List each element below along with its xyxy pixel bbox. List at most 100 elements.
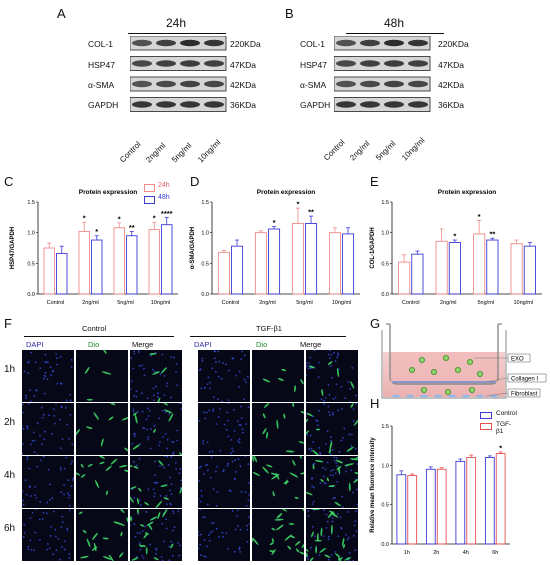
micrograph-tile	[306, 350, 358, 402]
legend-label-control: Control	[496, 410, 517, 417]
x-tick-label: 2ng/ml	[82, 300, 99, 306]
blot-a-time: 24h	[166, 16, 187, 30]
blot-a-kda: 47KDa	[230, 60, 256, 70]
y-tick-label: 1.0	[27, 231, 35, 237]
bar	[398, 261, 411, 295]
bar	[56, 253, 68, 295]
significance-mark: *	[273, 218, 276, 227]
panel-letter-a: A	[57, 6, 66, 21]
y-tick-label: 0.0	[27, 292, 35, 298]
micrograph-tile	[76, 403, 128, 455]
blot-band	[204, 60, 224, 67]
microscopy-panel: Control TGF-β1 DAPI Dio Merge DAPI Dio M…	[0, 320, 370, 565]
blot-band	[360, 80, 380, 88]
fibroblast-layer	[392, 394, 498, 398]
blot-band	[180, 101, 200, 108]
bar	[217, 251, 230, 295]
chart-a-sma: Protein expression 0.0 0.5 1.0 1.5 α-SMA/GAPD…	[190, 189, 360, 306]
blot-b-time-line	[346, 33, 444, 34]
exo-dots	[409, 355, 484, 396]
bar	[126, 235, 138, 295]
blot-a-row-label: GAPDH	[88, 100, 119, 110]
blot-a-bands	[130, 36, 227, 112]
micrograph-tile	[198, 350, 250, 402]
col-dapi: DAPI	[26, 340, 44, 349]
y-tick-label: 1.5	[381, 200, 389, 206]
blot-b-lane-label: 5ng/ml	[374, 139, 398, 163]
blot-b-lane-label: 10ng/ml	[400, 135, 427, 163]
blot-band	[180, 80, 200, 88]
micrograph-tile	[22, 456, 74, 508]
bar	[305, 223, 318, 295]
chart-col1: Protein expression 0.0 0.5 1.0 1.5 COL-1/GAPD…	[370, 189, 542, 306]
significance-mark: *	[478, 212, 481, 221]
x-tick-label: Control	[222, 300, 240, 306]
bar	[523, 245, 536, 295]
tgf-header: TGF-β1	[256, 324, 282, 333]
y-tick-label: 0.5	[27, 261, 35, 267]
blot-b-row-label: GAPDH	[300, 100, 331, 110]
bar	[231, 245, 244, 295]
y-axis-label: α-SMA/GAPDH	[190, 227, 196, 269]
bar	[425, 468, 436, 545]
chart-title: Protein expression	[257, 189, 316, 196]
blot-band	[384, 39, 404, 47]
blot-a-time-line	[128, 33, 226, 34]
blot-b: 48h COL-1 HSP47 α-SMA GAPDH 220KDa 47KDa…	[298, 16, 498, 166]
blot-a-row-label: α-SMA	[88, 80, 115, 90]
legend-swatch-tgf	[480, 423, 492, 430]
panel-letter-f: F	[4, 316, 12, 331]
legend-swatch-control	[480, 412, 492, 419]
y-tick-label: 1.0	[381, 231, 389, 237]
micrograph-tile	[198, 403, 250, 455]
significance-mark: *	[453, 232, 456, 241]
significance-mark: *	[83, 214, 86, 223]
bar	[396, 474, 407, 545]
micrograph-tile	[22, 509, 74, 561]
time-row-label: 1h	[4, 364, 16, 375]
chart-title: Protein expression	[438, 189, 497, 196]
blot-band	[204, 80, 224, 88]
y-tick-label: 0.0	[381, 542, 389, 548]
blot-band	[156, 60, 176, 67]
blot-band	[336, 39, 356, 47]
blot-band	[132, 80, 152, 88]
blot-band	[336, 80, 356, 88]
blot-band	[360, 101, 380, 108]
bar	[455, 460, 466, 545]
micrograph-tile	[130, 509, 182, 561]
blot-box	[130, 36, 227, 51]
micrograph-tile	[252, 456, 304, 508]
bar	[484, 457, 495, 545]
blot-a-kda: 36KDa	[230, 100, 256, 110]
time-row-label: 4h	[4, 470, 16, 481]
micrograph-tile	[130, 456, 182, 508]
legend-label-tgf: TGF-β1	[496, 421, 512, 435]
blot-band	[408, 60, 428, 67]
y-tick-label: 1.5	[381, 424, 389, 430]
blot-box	[334, 56, 431, 71]
micrograph-tile	[252, 403, 304, 455]
panel-letter-d: D	[190, 174, 200, 189]
micrograph-tile	[22, 403, 74, 455]
x-tick-label: 10ng/ml	[513, 300, 533, 306]
blot-band	[384, 101, 404, 108]
blot-band	[408, 39, 428, 47]
col-merge: Merge	[132, 340, 154, 349]
significance-mark: *	[153, 214, 156, 223]
col-dio: Dio	[88, 340, 100, 349]
bar	[435, 240, 448, 295]
x-tick-label: 2ng/ml	[259, 300, 276, 306]
bar	[486, 239, 499, 295]
micrograph-tile	[76, 509, 128, 561]
x-tick-label: 1h	[404, 550, 410, 556]
microscopy-grid	[22, 350, 362, 564]
bar	[436, 468, 447, 545]
blot-a-lane-label: 2ng/ml	[144, 141, 168, 165]
blot-a-row-label: COL-1	[88, 39, 114, 49]
x-tick-label: 6h	[492, 550, 498, 556]
blot-band	[132, 60, 152, 67]
blot-band	[180, 39, 200, 47]
panel-letter-e: E	[370, 174, 379, 189]
blot-b-lane-label: Control	[322, 137, 347, 163]
